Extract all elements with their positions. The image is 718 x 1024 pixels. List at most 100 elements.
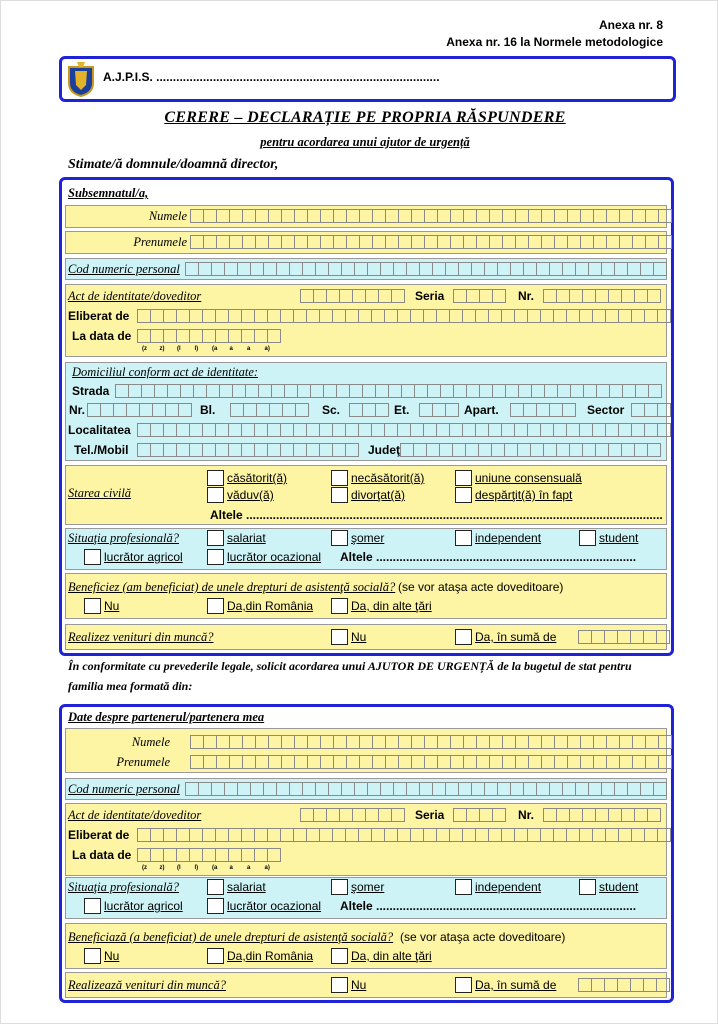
input-cells [137, 848, 281, 862]
series-label: Seria [415, 808, 445, 822]
input-cells [137, 443, 359, 457]
checkbox [455, 530, 472, 546]
civil-status-label: Starea civilă [68, 486, 132, 500]
input-cells [543, 289, 661, 303]
section-heading: Subsemnatul/a, [68, 186, 149, 200]
input-cells [185, 782, 667, 796]
date-format: a [247, 865, 251, 871]
field-band [65, 465, 667, 525]
option-label: despărţit(ă) în fapt [475, 488, 573, 502]
option-label: Nu [104, 949, 120, 963]
checkbox [455, 629, 472, 645]
checkbox [84, 549, 101, 565]
id-doc-label: Act de identitate/doveditor [68, 808, 202, 822]
benefits-label: Beneficiază (a beneficiat) de unele drep… [68, 930, 394, 944]
option-label: Da, în sumă de [475, 978, 557, 992]
date-format: (z [142, 865, 147, 871]
cnp-label: Cod numeric personal [68, 782, 180, 796]
input-cells [300, 808, 405, 822]
option-label: lucrător ocazional [227, 550, 322, 564]
option-label: lucrător agricol [104, 899, 183, 913]
option-label: Da, în sumă de [475, 630, 557, 644]
issued-by-label: Eliberat de [68, 309, 130, 323]
series-label: Seria [415, 289, 445, 303]
input-cells [190, 735, 672, 749]
date-format: z) [159, 865, 165, 871]
sector-label: Sector [587, 403, 625, 417]
date-format: l) [194, 346, 199, 352]
locality-label: Localitatea [68, 423, 131, 437]
address-label: Domiciliul conform act de identitate: [72, 365, 259, 379]
option-label: şomer [351, 880, 385, 894]
date-format: (l [177, 865, 181, 871]
option-label: Nu [351, 978, 367, 992]
field-band [65, 624, 667, 650]
field-band [65, 573, 667, 619]
option-label: independent [475, 531, 542, 545]
input-cells [190, 235, 672, 249]
floor-label: Et. [394, 403, 410, 417]
date-format: a [229, 865, 233, 871]
input-cells [510, 403, 576, 417]
staircase-label: Sc. [322, 403, 341, 417]
date-format: (a [212, 865, 218, 871]
section-box [59, 177, 674, 656]
number-label: Nr. [69, 403, 86, 417]
input-cells [453, 808, 506, 822]
option-label: necăsătorit(ă) [351, 471, 425, 485]
date-format: l) [194, 865, 199, 871]
checkbox [331, 530, 348, 546]
checkbox [207, 530, 224, 546]
date-format: (l [177, 346, 181, 352]
street-label: Strada [72, 384, 110, 398]
checkbox [207, 470, 224, 486]
benefits-note: (se vor ataşa acte doveditoare) [400, 930, 566, 944]
other-field: Altele .................................… [210, 508, 663, 522]
checkbox [331, 598, 348, 614]
checkbox [579, 879, 596, 895]
option-label: independent [475, 880, 542, 894]
subtitle: pentru acordarea unui ajutor de urgență [260, 135, 470, 149]
input-cells [230, 403, 309, 417]
checkbox [207, 879, 224, 895]
income-label: Realizează venituri din muncă? [68, 978, 226, 992]
input-cells [137, 828, 671, 842]
professional-label: Situaţia profesională? [68, 880, 179, 894]
option-label: Da,din România [227, 949, 314, 963]
checkbox [84, 898, 101, 914]
input-cells [137, 329, 281, 343]
agency-box [59, 56, 676, 102]
benefits-label: Beneficiez (am beneficiat) de unele drep… [68, 580, 396, 594]
date-format: a) [264, 865, 270, 871]
checkbox [455, 977, 472, 993]
option-label: Nu [104, 599, 120, 613]
date-format: a [247, 346, 251, 352]
date-format: a) [264, 346, 270, 352]
input-cells [453, 289, 506, 303]
option-label: lucrător agricol [104, 550, 183, 564]
annex-norms: Anexa nr. 16 la Normele metodologice [446, 35, 663, 49]
number-label: Nr. [518, 289, 535, 303]
input-cells [419, 403, 459, 417]
benefits-note: (se vor ataşa acte doveditoare) [398, 580, 564, 594]
date-format: z) [159, 346, 165, 352]
input-cells [137, 309, 671, 323]
input-cells [190, 209, 672, 223]
option-label: văduv(ă) [227, 488, 274, 502]
surname-label: Numele [148, 209, 187, 223]
input-cells [190, 755, 672, 769]
input-cells [631, 403, 671, 417]
phone-label: Tel./Mobil [74, 443, 129, 457]
id-doc-label: Act de identitate/doveditor [68, 289, 202, 303]
checkbox [331, 948, 348, 964]
checkbox [207, 898, 224, 914]
statement: În conformitate cu prevederile legale, s… [68, 659, 632, 693]
option-label: Da, din alte ţări [351, 599, 432, 613]
checkbox [455, 470, 472, 486]
professional-label: Situaţia profesională? [68, 531, 179, 545]
given-name-label: Prenumele [116, 755, 170, 769]
checkbox [331, 487, 348, 503]
option-label: salariat [227, 531, 266, 545]
option-label: uniune consensuală [475, 471, 582, 485]
option-label: lucrător ocazional [227, 899, 322, 913]
